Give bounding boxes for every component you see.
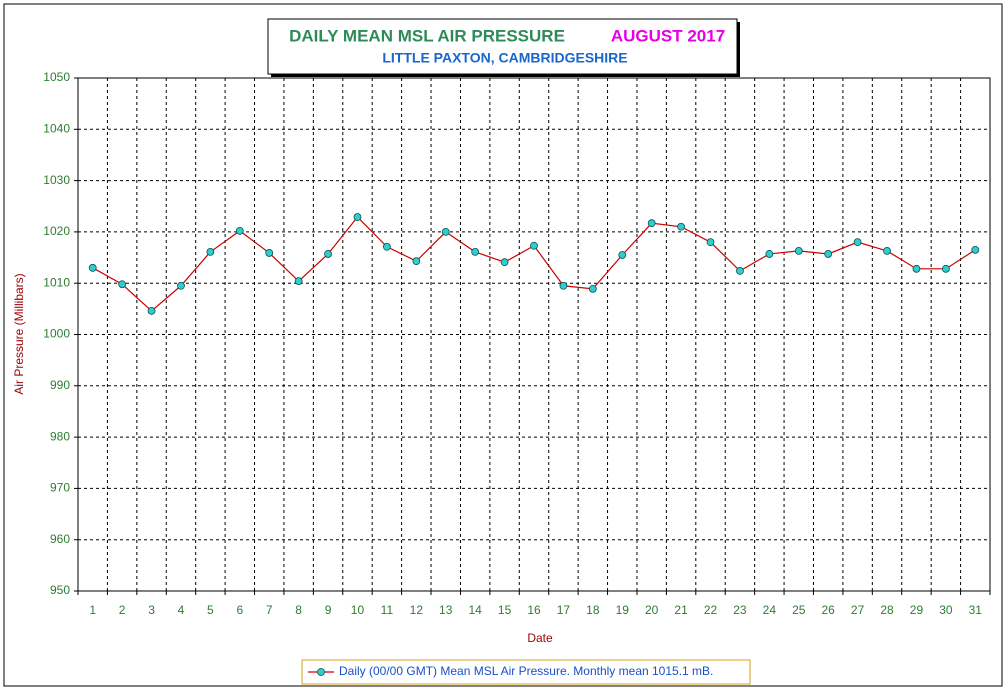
y-tick-label: 1000 xyxy=(43,327,70,341)
x-tick-label: 23 xyxy=(733,603,747,617)
x-tick-label: 18 xyxy=(586,603,600,617)
y-tick-label: 990 xyxy=(50,378,70,392)
x-tick-label: 7 xyxy=(266,603,273,617)
x-tick-label: 14 xyxy=(468,603,482,617)
data-point xyxy=(412,257,421,266)
data-point xyxy=(147,307,156,315)
data-point xyxy=(559,281,568,290)
x-tick-label: 25 xyxy=(792,603,806,617)
data-point xyxy=(383,242,391,251)
x-axis-label: Date xyxy=(527,631,553,645)
data-point xyxy=(677,222,685,231)
x-tick-label: 17 xyxy=(557,603,571,617)
x-tick-label: 11 xyxy=(381,603,394,617)
x-tick-label: 29 xyxy=(910,603,924,617)
data-point xyxy=(235,226,244,235)
x-tick-label: 1 xyxy=(89,603,96,617)
x-tick-label: 5 xyxy=(207,603,214,617)
x-tick-label: 8 xyxy=(295,603,302,617)
data-point xyxy=(441,227,450,236)
data-point xyxy=(765,250,774,258)
y-tick-label: 1010 xyxy=(43,275,70,289)
x-tick-label: 16 xyxy=(527,603,541,617)
data-point xyxy=(353,213,362,221)
data-point xyxy=(883,246,891,255)
x-tick-label: 19 xyxy=(616,603,630,617)
data-point xyxy=(912,264,921,273)
x-tick-label: 4 xyxy=(178,603,185,617)
data-point xyxy=(118,280,127,289)
x-tick-label: 22 xyxy=(704,603,718,617)
data-point xyxy=(647,219,656,228)
x-tick-label: 12 xyxy=(410,603,424,617)
chart-subtitle: LITTLE PAXTON, CAMBRIDGESHIRE xyxy=(382,50,627,66)
data-point xyxy=(500,258,509,267)
legend-label: Daily (00/00 GMT) Mean MSL Air Pressure.… xyxy=(339,664,713,678)
x-tick-label: 2 xyxy=(119,603,126,617)
data-point xyxy=(853,238,862,247)
data-point xyxy=(971,245,980,254)
data-point xyxy=(324,250,332,258)
x-tick-label: 27 xyxy=(851,603,865,617)
data-point xyxy=(824,250,833,258)
data-point xyxy=(794,246,803,255)
chart-title-period: AUGUST 2017 xyxy=(611,26,725,45)
y-tick-label: 970 xyxy=(50,481,70,495)
data-point xyxy=(941,264,950,273)
y-tick-label: 1030 xyxy=(43,173,70,187)
x-tick-label: 15 xyxy=(498,603,512,617)
title-box xyxy=(267,18,738,75)
x-tick-label: 24 xyxy=(763,603,777,617)
x-tick-label: 13 xyxy=(439,603,453,617)
x-tick-label: 30 xyxy=(939,603,953,617)
x-tick-label: 10 xyxy=(351,603,365,617)
data-point xyxy=(736,266,744,275)
data-point xyxy=(471,248,480,256)
x-tick-label: 31 xyxy=(969,603,983,617)
data-point xyxy=(588,284,597,293)
y-tick-label: 1050 xyxy=(43,70,70,84)
y-tick-label: 1040 xyxy=(43,121,70,135)
x-tick-label: 20 xyxy=(645,603,659,617)
data-point xyxy=(88,263,97,272)
x-tick-label: 3 xyxy=(148,603,155,617)
data-point xyxy=(706,238,715,247)
x-tick-label: 26 xyxy=(822,603,836,617)
data-point xyxy=(530,241,538,250)
x-tick-label: 9 xyxy=(325,603,332,617)
legend-box xyxy=(301,659,751,685)
y-tick-label: 1020 xyxy=(43,224,70,238)
y-axis-label: Air Pressure (Millibars) xyxy=(12,273,26,394)
data-point xyxy=(618,251,627,259)
x-tick-label: 6 xyxy=(236,603,243,617)
data-point xyxy=(294,277,303,286)
x-tick-label: 21 xyxy=(674,603,688,617)
legend-marker xyxy=(317,668,325,676)
data-point xyxy=(265,249,274,257)
y-tick-label: 980 xyxy=(50,429,70,443)
chart-title: DAILY MEAN MSL AIR PRESSURE xyxy=(289,26,565,45)
x-tick-label: 28 xyxy=(880,603,894,617)
y-tick-label: 950 xyxy=(50,583,70,597)
data-point xyxy=(206,248,215,256)
y-tick-label: 960 xyxy=(50,532,70,546)
data-point xyxy=(177,281,185,290)
